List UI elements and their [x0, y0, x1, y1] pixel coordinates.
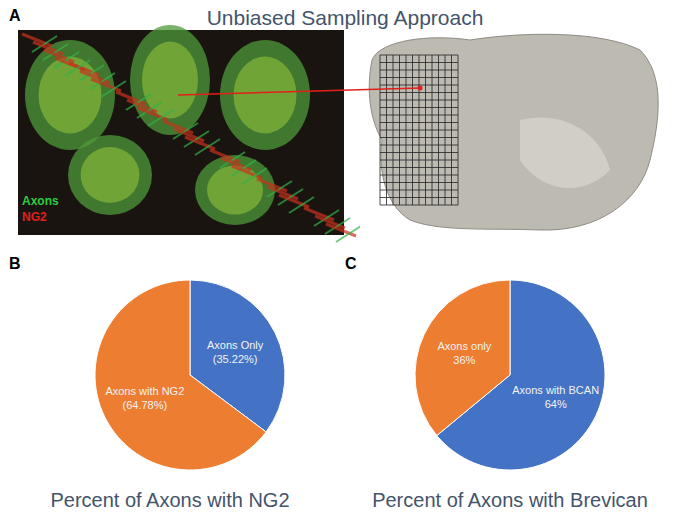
- svg-text:Axons with BCAN: Axons with BCAN: [512, 384, 599, 396]
- svg-text:Axons with NG2: Axons with NG2: [105, 385, 184, 397]
- svg-text:64%: 64%: [545, 398, 567, 410]
- svg-text:Percent of Axons with NG2: Percent of Axons with NG2: [50, 489, 289, 511]
- svg-text:B: B: [9, 255, 21, 272]
- svg-text:Unbiased Sampling Approach: Unbiased Sampling Approach: [207, 6, 484, 29]
- svg-text:Percent of Axons with Brevican: Percent of Axons with Brevican: [372, 489, 648, 511]
- svg-text:Axons only: Axons only: [437, 340, 491, 352]
- svg-text:Axons Only: Axons Only: [207, 339, 264, 351]
- svg-text:36%: 36%: [453, 354, 475, 366]
- svg-text:(35.22%): (35.22%): [213, 353, 258, 365]
- svg-text:Axons: Axons: [22, 194, 59, 208]
- svg-text:NG2: NG2: [22, 210, 47, 224]
- svg-text:C: C: [345, 255, 357, 272]
- svg-text:A: A: [9, 7, 21, 24]
- svg-text:(64.78%): (64.78%): [123, 399, 168, 411]
